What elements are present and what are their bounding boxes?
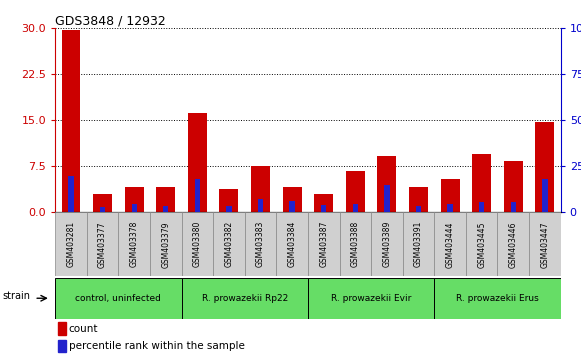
Bar bbox=[384, 185, 390, 212]
FancyBboxPatch shape bbox=[213, 212, 245, 276]
Bar bbox=[536, 121, 554, 212]
Text: GSM403380: GSM403380 bbox=[193, 221, 202, 268]
Bar bbox=[58, 322, 66, 335]
Text: GSM403387: GSM403387 bbox=[319, 221, 328, 268]
Bar bbox=[378, 156, 396, 212]
Bar bbox=[226, 206, 232, 212]
Text: GDS3848 / 12932: GDS3848 / 12932 bbox=[55, 14, 166, 27]
FancyBboxPatch shape bbox=[87, 212, 119, 276]
Bar bbox=[258, 199, 263, 212]
Text: GSM403391: GSM403391 bbox=[414, 221, 423, 268]
Bar bbox=[346, 171, 365, 212]
Text: GSM403378: GSM403378 bbox=[130, 221, 139, 268]
Bar bbox=[447, 204, 453, 212]
Bar bbox=[100, 207, 105, 212]
FancyBboxPatch shape bbox=[466, 212, 497, 276]
Text: R. prowazekii Rp22: R. prowazekii Rp22 bbox=[202, 294, 288, 303]
Bar bbox=[195, 179, 200, 212]
Text: GSM403445: GSM403445 bbox=[477, 221, 486, 268]
Text: GSM403377: GSM403377 bbox=[98, 221, 107, 268]
FancyBboxPatch shape bbox=[371, 212, 403, 276]
Bar bbox=[314, 194, 333, 212]
FancyBboxPatch shape bbox=[529, 212, 561, 276]
Text: GSM403281: GSM403281 bbox=[66, 221, 76, 267]
Bar bbox=[62, 30, 80, 212]
FancyBboxPatch shape bbox=[55, 278, 181, 319]
Bar bbox=[163, 206, 168, 212]
FancyBboxPatch shape bbox=[181, 212, 213, 276]
Text: GSM403388: GSM403388 bbox=[351, 221, 360, 267]
FancyBboxPatch shape bbox=[55, 212, 87, 276]
Bar bbox=[282, 187, 302, 212]
Bar bbox=[58, 340, 66, 352]
Bar bbox=[289, 201, 295, 212]
FancyBboxPatch shape bbox=[277, 212, 308, 276]
Bar bbox=[251, 166, 270, 212]
Bar bbox=[511, 202, 516, 212]
Text: percentile rank within the sample: percentile rank within the sample bbox=[69, 341, 245, 351]
Bar bbox=[93, 194, 112, 212]
Text: GSM403389: GSM403389 bbox=[382, 221, 392, 268]
FancyBboxPatch shape bbox=[119, 212, 150, 276]
Bar bbox=[479, 202, 485, 212]
Bar bbox=[156, 187, 175, 212]
Text: R. prowazekii Erus: R. prowazekii Erus bbox=[456, 294, 539, 303]
Bar bbox=[504, 161, 523, 212]
FancyBboxPatch shape bbox=[150, 212, 181, 276]
FancyBboxPatch shape bbox=[181, 278, 308, 319]
Text: GSM403382: GSM403382 bbox=[224, 221, 234, 267]
Bar bbox=[220, 189, 238, 212]
Text: strain: strain bbox=[3, 291, 31, 301]
Text: R. prowazekii Evir: R. prowazekii Evir bbox=[331, 294, 411, 303]
Text: GSM403444: GSM403444 bbox=[446, 221, 454, 268]
Bar bbox=[416, 206, 421, 212]
Text: GSM403446: GSM403446 bbox=[509, 221, 518, 268]
Bar bbox=[409, 187, 428, 212]
Text: control, uninfected: control, uninfected bbox=[76, 294, 162, 303]
Bar bbox=[188, 113, 207, 212]
FancyBboxPatch shape bbox=[435, 278, 561, 319]
Bar bbox=[472, 154, 491, 212]
Text: GSM403383: GSM403383 bbox=[256, 221, 265, 268]
FancyBboxPatch shape bbox=[245, 212, 277, 276]
Bar bbox=[321, 205, 327, 212]
FancyBboxPatch shape bbox=[403, 212, 435, 276]
FancyBboxPatch shape bbox=[339, 212, 371, 276]
Text: count: count bbox=[69, 324, 98, 333]
FancyBboxPatch shape bbox=[435, 212, 466, 276]
Text: GSM403384: GSM403384 bbox=[288, 221, 297, 268]
Bar bbox=[125, 187, 144, 212]
FancyBboxPatch shape bbox=[497, 212, 529, 276]
Bar bbox=[131, 204, 137, 212]
Bar bbox=[353, 204, 358, 212]
Bar bbox=[69, 176, 74, 212]
FancyBboxPatch shape bbox=[308, 212, 339, 276]
Bar bbox=[542, 179, 547, 212]
Bar bbox=[440, 179, 460, 212]
FancyBboxPatch shape bbox=[308, 278, 435, 319]
Text: GSM403379: GSM403379 bbox=[162, 221, 170, 268]
Text: GSM403447: GSM403447 bbox=[540, 221, 550, 268]
